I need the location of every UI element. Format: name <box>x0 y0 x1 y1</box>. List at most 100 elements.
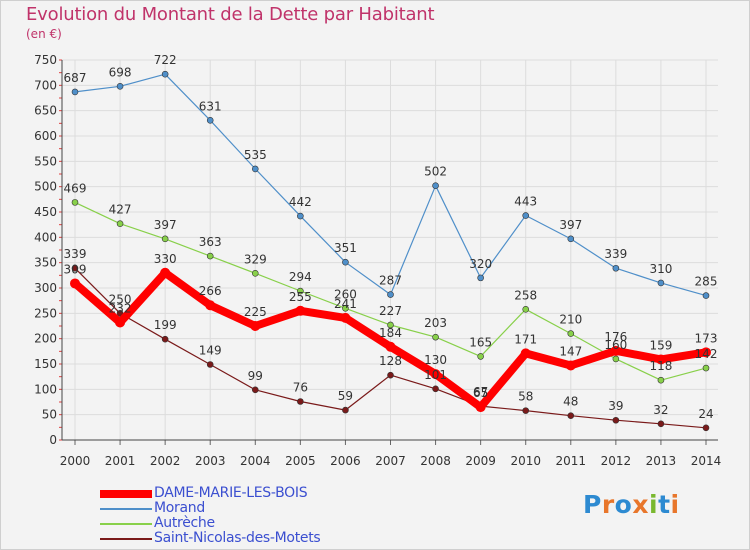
data-label: 130 <box>424 353 447 367</box>
data-point <box>251 165 259 173</box>
data-point <box>160 267 171 278</box>
data-point <box>206 116 214 124</box>
data-point <box>71 88 79 96</box>
data-label: 118 <box>649 359 672 373</box>
data-point <box>342 258 349 266</box>
data-point <box>116 220 124 227</box>
legend-label: Saint-Nicolas-des-Motets <box>154 530 321 546</box>
legend-item: Saint-Nicolas-des-Motets <box>100 530 321 546</box>
x-tick-label: 2005 <box>285 454 316 468</box>
data-point <box>475 402 486 413</box>
data-point <box>161 70 169 78</box>
data-point <box>567 412 575 419</box>
x-tick-label: 2004 <box>240 454 271 468</box>
legend-label: Autrèche <box>154 515 215 531</box>
data-point <box>520 348 531 359</box>
data-label: 722 <box>154 53 177 67</box>
data-point <box>295 305 306 316</box>
data-label: 250 <box>109 292 132 306</box>
data-label: 502 <box>424 165 447 179</box>
data-label: 260 <box>334 287 357 301</box>
data-label: 351 <box>334 241 357 255</box>
data-label: 142 <box>695 347 718 361</box>
data-label: 210 <box>559 313 582 327</box>
data-point <box>477 353 484 360</box>
data-point <box>657 376 665 384</box>
data-point <box>251 270 259 277</box>
data-point <box>612 355 620 363</box>
data-label: 266 <box>199 284 222 298</box>
data-point <box>206 252 214 260</box>
data-point <box>385 341 396 352</box>
x-tick-label: 2009 <box>465 454 496 468</box>
data-label: 397 <box>154 218 177 232</box>
x-tick-label: 2003 <box>195 454 226 468</box>
data-label: 687 <box>64 71 87 85</box>
data-label: 363 <box>199 235 222 249</box>
x-tick-label: 2013 <box>646 454 677 468</box>
data-label: 171 <box>514 332 537 346</box>
data-point <box>522 407 530 414</box>
data-label: 535 <box>244 148 267 162</box>
data-label: 309 <box>64 262 87 276</box>
x-tick-label: 2014 <box>691 454 722 468</box>
data-point <box>612 416 620 424</box>
data-label: 59 <box>338 389 353 403</box>
data-point <box>432 182 439 189</box>
y-tick-label: 700 <box>34 78 57 92</box>
data-point <box>250 321 261 331</box>
data-label: 241 <box>334 297 357 311</box>
data-point <box>430 369 441 380</box>
data-point <box>297 287 304 295</box>
data-label: 65 <box>473 386 488 400</box>
data-label: 128 <box>379 354 402 368</box>
data-label: 99 <box>248 369 263 383</box>
data-label: 147 <box>559 345 582 359</box>
chart-title: Evolution du Montant de la Dette par Hab… <box>26 4 435 25</box>
data-label: 160 <box>604 338 627 352</box>
x-tick-label: 2012 <box>601 454 632 468</box>
y-tick-label: 150 <box>34 357 57 371</box>
data-point <box>70 278 80 289</box>
data-point <box>342 406 349 414</box>
data-point <box>612 264 620 272</box>
x-tick-label: 2002 <box>150 454 181 468</box>
logo-letter: i <box>649 490 659 519</box>
data-point <box>205 300 216 311</box>
data-point <box>522 305 530 313</box>
data-label: 48 <box>563 395 578 409</box>
data-label: 225 <box>244 305 267 319</box>
x-tick-label: 2010 <box>510 454 541 468</box>
data-label: 469 <box>64 181 87 195</box>
data-label: 287 <box>379 274 402 288</box>
data-label: 165 <box>469 335 492 349</box>
data-label: 184 <box>379 326 402 340</box>
data-label: 329 <box>244 252 267 266</box>
data-point <box>71 264 79 272</box>
data-point <box>342 304 349 312</box>
legend: DAME-MARIE-LES-BOIS Morand Autrèche Saint-N… <box>100 486 321 546</box>
data-label: 427 <box>109 203 132 217</box>
legend-item: DAME-MARIE-LES-BOIS <box>100 486 320 501</box>
data-label: 339 <box>604 247 627 261</box>
y-tick-label: 300 <box>34 281 57 295</box>
x-tick-label: 2007 <box>375 454 406 468</box>
x-tick-label: 2011 <box>556 454 587 468</box>
data-label: 339 <box>64 247 87 261</box>
x-tick-label: 2006 <box>330 454 361 468</box>
legend-item: Autrèche <box>100 516 320 531</box>
data-point <box>432 385 439 393</box>
data-point <box>251 386 259 394</box>
y-tick-label: 100 <box>34 382 57 396</box>
data-label: 320 <box>469 257 492 271</box>
logo-letter: o <box>614 490 633 519</box>
data-label: 199 <box>154 318 177 332</box>
y-tick-label: 500 <box>34 180 57 194</box>
data-label: 32 <box>653 403 668 417</box>
data-label: 258 <box>514 288 537 302</box>
y-tick-label: 200 <box>34 332 57 346</box>
data-point <box>702 424 710 432</box>
data-label: 58 <box>518 390 533 404</box>
data-label: 397 <box>559 218 582 232</box>
x-tick-label: 2008 <box>420 454 451 468</box>
